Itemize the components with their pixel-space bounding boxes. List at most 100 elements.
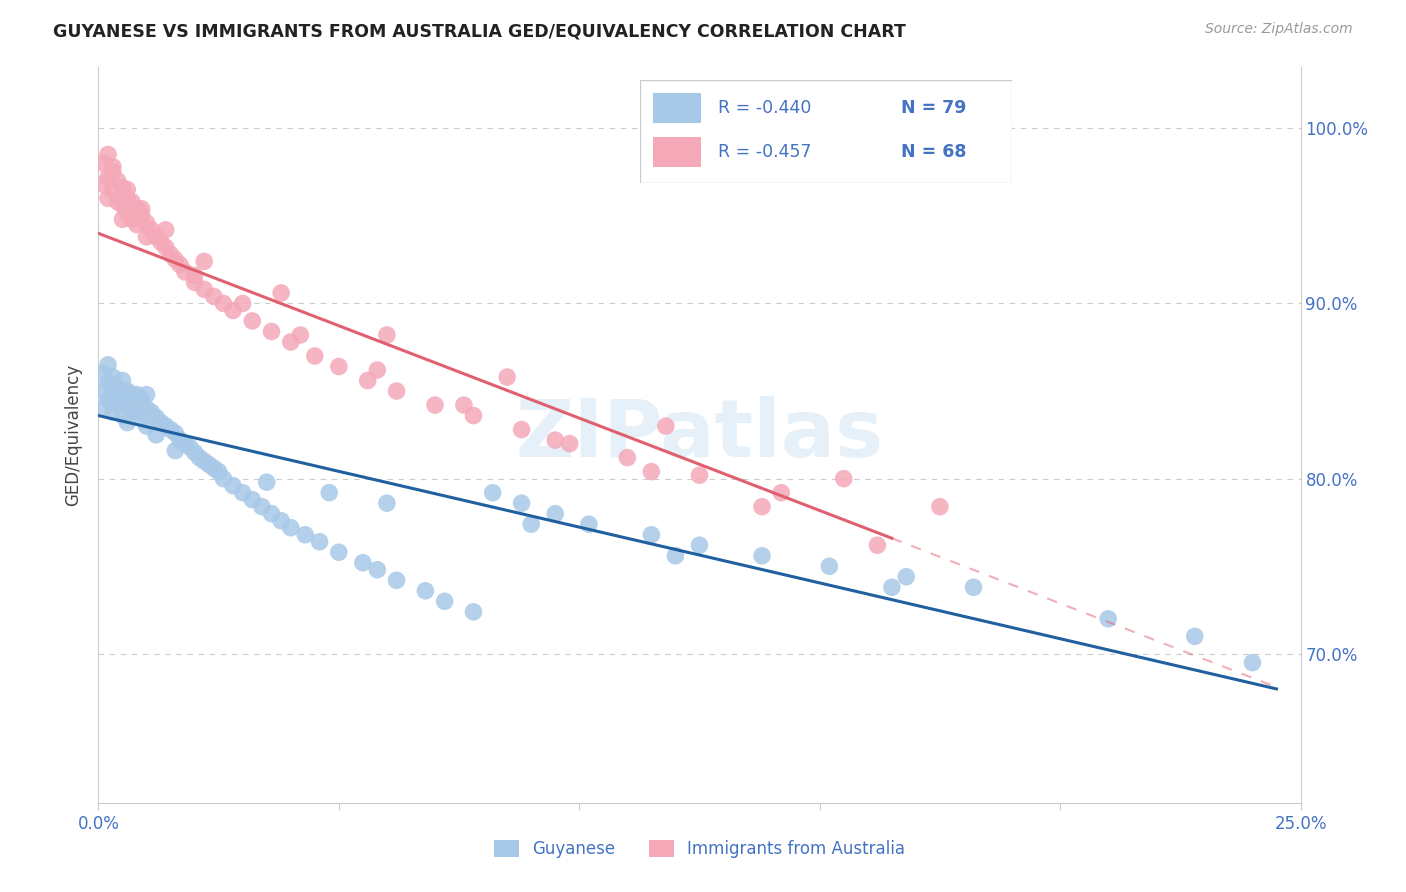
Point	[135, 387, 157, 401]
Point	[212, 296, 235, 310]
Point	[928, 500, 950, 514]
Point	[125, 218, 148, 232]
Point	[193, 454, 215, 468]
Point	[375, 328, 398, 343]
Point	[174, 265, 197, 279]
FancyBboxPatch shape	[652, 136, 702, 168]
Point	[107, 174, 129, 188]
Point	[832, 472, 855, 486]
Point	[145, 410, 167, 425]
Point	[97, 358, 120, 372]
Point	[135, 401, 157, 416]
Point	[101, 387, 124, 401]
Point	[290, 328, 312, 343]
Point	[111, 391, 134, 405]
Point	[121, 194, 143, 209]
Point	[155, 240, 177, 254]
Point	[155, 419, 177, 434]
Text: ZIPatlas: ZIPatlas	[516, 396, 883, 474]
Point	[453, 398, 475, 412]
Point	[135, 216, 157, 230]
Legend: Guyanese, Immigrants from Australia: Guyanese, Immigrants from Australia	[488, 833, 911, 864]
Point	[169, 258, 191, 272]
Point	[117, 416, 139, 430]
Point	[183, 445, 205, 459]
Point	[496, 370, 519, 384]
Text: R = -0.440: R = -0.440	[718, 99, 811, 117]
Point	[366, 563, 388, 577]
Point	[510, 496, 533, 510]
Point	[520, 517, 543, 532]
Point	[91, 156, 114, 170]
Point	[149, 416, 172, 430]
Point	[91, 401, 114, 416]
Point	[135, 230, 157, 244]
Point	[270, 514, 292, 528]
Text: GUYANESE VS IMMIGRANTS FROM AUSTRALIA GED/EQUIVALENCY CORRELATION CHART: GUYANESE VS IMMIGRANTS FROM AUSTRALIA GE…	[53, 22, 907, 40]
Point	[179, 440, 201, 454]
Point	[232, 485, 254, 500]
Point	[101, 165, 124, 179]
FancyBboxPatch shape	[652, 93, 702, 123]
Point	[159, 423, 181, 437]
Point	[280, 334, 302, 349]
Point	[240, 314, 263, 328]
Point	[463, 409, 485, 423]
Text: R = -0.457: R = -0.457	[718, 143, 811, 161]
Point	[304, 349, 326, 363]
Point	[751, 549, 773, 563]
Point	[131, 209, 153, 223]
Point	[866, 538, 889, 552]
FancyBboxPatch shape	[640, 80, 1012, 183]
Point	[256, 475, 278, 490]
Point	[117, 398, 139, 412]
Point	[423, 398, 446, 412]
Point	[141, 405, 163, 419]
Y-axis label: GED/Equivalency: GED/Equivalency	[65, 364, 83, 506]
Point	[121, 387, 143, 401]
Point	[655, 419, 678, 434]
Point	[222, 303, 245, 318]
Point	[640, 465, 662, 479]
Point	[91, 178, 114, 192]
Point	[183, 276, 205, 290]
Point	[1241, 656, 1264, 670]
Point	[111, 212, 134, 227]
Point	[212, 472, 235, 486]
Point	[165, 443, 187, 458]
Point	[131, 392, 153, 407]
Point	[145, 230, 167, 244]
Point	[117, 205, 139, 219]
Point	[125, 405, 148, 419]
Point	[117, 384, 139, 398]
Point	[183, 268, 205, 283]
Point	[260, 325, 283, 339]
Point	[385, 574, 408, 588]
Point	[366, 363, 388, 377]
Point	[463, 605, 485, 619]
Point	[97, 170, 120, 185]
Point	[616, 450, 638, 465]
Point	[433, 594, 456, 608]
Point	[352, 556, 374, 570]
Point	[135, 419, 157, 434]
Text: N = 68: N = 68	[900, 143, 966, 161]
Point	[131, 202, 153, 216]
Point	[117, 183, 139, 197]
Text: N = 79: N = 79	[900, 99, 966, 117]
Point	[101, 160, 124, 174]
Point	[193, 254, 215, 268]
Point	[169, 433, 191, 447]
Point	[280, 521, 302, 535]
Point	[222, 478, 245, 492]
Point	[318, 485, 340, 500]
Point	[962, 580, 984, 594]
Point	[1184, 629, 1206, 643]
Point	[97, 392, 120, 407]
Point	[125, 202, 148, 216]
Point	[101, 405, 124, 419]
Point	[770, 485, 793, 500]
Point	[111, 198, 134, 212]
Point	[880, 580, 903, 594]
Point	[107, 194, 129, 209]
